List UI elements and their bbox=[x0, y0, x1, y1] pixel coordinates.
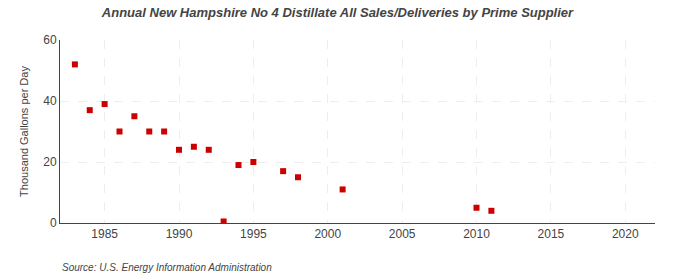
svg-text:1995: 1995 bbox=[240, 227, 267, 241]
svg-text:2020: 2020 bbox=[612, 227, 639, 241]
svg-text:60: 60 bbox=[43, 33, 57, 47]
svg-text:2005: 2005 bbox=[389, 227, 416, 241]
svg-text:2000: 2000 bbox=[314, 227, 341, 241]
svg-text:Source: U.S. Energy Informatio: Source: U.S. Energy Information Administ… bbox=[62, 262, 272, 273]
svg-text:20: 20 bbox=[43, 155, 57, 169]
svg-text:2010: 2010 bbox=[463, 227, 490, 241]
svg-text:1985: 1985 bbox=[91, 227, 118, 241]
svg-text:40: 40 bbox=[43, 94, 57, 108]
svg-text:2015: 2015 bbox=[538, 227, 565, 241]
svg-text:0: 0 bbox=[50, 216, 57, 230]
svg-text:Annual New Hampshire No 4 Dist: Annual New Hampshire No 4 Distillate All… bbox=[101, 5, 574, 20]
svg-text:1990: 1990 bbox=[166, 227, 193, 241]
svg-text:Thousand Gallons per Day: Thousand Gallons per Day bbox=[18, 66, 30, 197]
